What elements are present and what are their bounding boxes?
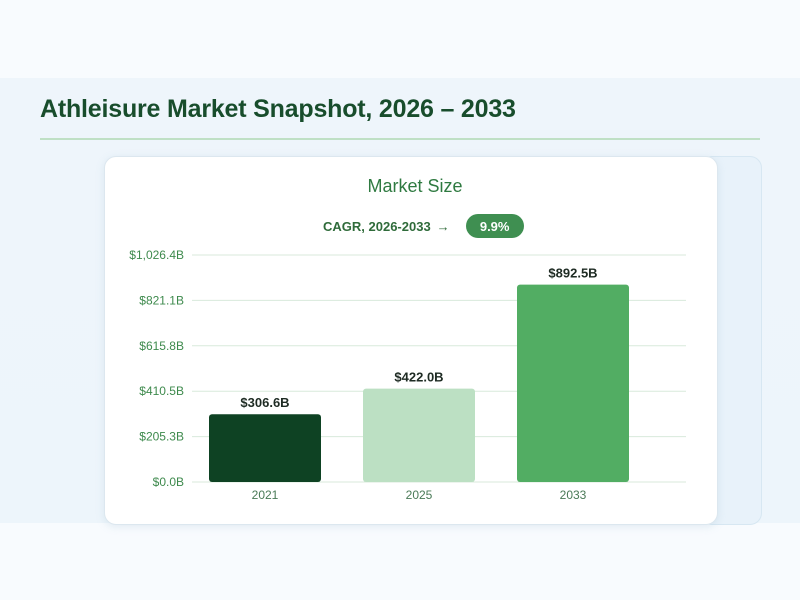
y-tick-label: $410.5B bbox=[139, 384, 184, 398]
bar-value-label: $306.6B bbox=[240, 395, 289, 410]
x-category-label: 2021 bbox=[252, 488, 279, 502]
arrow-right-icon: → bbox=[436, 218, 450, 234]
y-tick-label: $205.3B bbox=[139, 430, 184, 444]
title-divider bbox=[40, 138, 760, 140]
bar-value-label: $422.0B bbox=[394, 370, 443, 385]
cagr-value-badge: 9.9% bbox=[465, 214, 524, 238]
cagr-label: CAGR, 2026-2033 bbox=[323, 218, 431, 234]
bar-value-label: $892.5B bbox=[548, 266, 597, 281]
x-category-label: 2025 bbox=[406, 488, 433, 502]
bar-2021 bbox=[209, 414, 321, 482]
y-tick-label: $0.0B bbox=[153, 475, 184, 489]
cagr-row: CAGR, 2026-2033 → 9.9% bbox=[323, 214, 524, 238]
chart-title: Market Size bbox=[367, 176, 463, 196]
y-tick-label: $1,026.4B bbox=[129, 248, 184, 262]
x-category-label: 2033 bbox=[560, 488, 587, 502]
bar-layer bbox=[209, 284, 629, 482]
bar-2033 bbox=[517, 284, 629, 482]
bar-2025 bbox=[363, 388, 475, 482]
label-layer: $306.6B 2021 $422.0B 2025 $892.5B 2033 bbox=[240, 266, 597, 502]
y-tick-label: $615.8B bbox=[139, 339, 184, 353]
page-title: Athleisure Market Snapshot, 2026 – 2033 bbox=[40, 95, 516, 123]
y-tick-label: $821.1B bbox=[139, 293, 184, 307]
